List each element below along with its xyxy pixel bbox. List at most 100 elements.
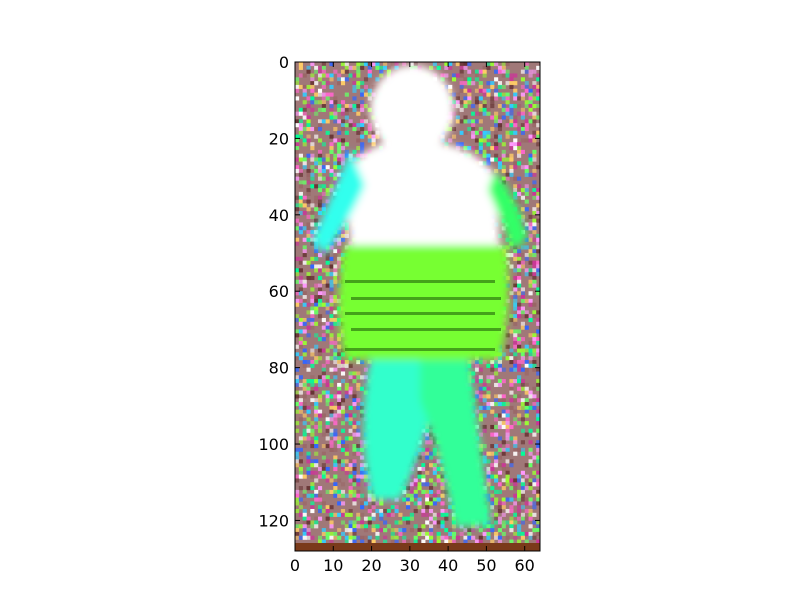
noise-pixel	[295, 356, 300, 361]
noise-pixel	[474, 390, 480, 395]
noise-pixel	[390, 528, 395, 533]
noise-pixel	[298, 447, 303, 452]
noise-pixel	[360, 501, 365, 506]
noise-pixel	[356, 65, 361, 70]
noise-pixel	[321, 69, 326, 74]
noise-pixel	[536, 245, 540, 250]
noise-pixel	[352, 88, 357, 93]
noise-pixel	[390, 539, 395, 544]
noise-pixel	[520, 111, 525, 116]
noise-pixel	[478, 84, 483, 90]
noise-pixel	[344, 493, 349, 498]
noise-pixel	[317, 172, 323, 177]
noise-pixel	[505, 413, 510, 418]
noise-pixel	[306, 207, 311, 212]
noise-pixel	[310, 81, 315, 86]
noise-pixel	[532, 398, 537, 403]
noise-pixel	[337, 172, 342, 177]
noise-pixel	[471, 111, 476, 116]
noise-pixel	[306, 428, 311, 433]
noise-pixel	[310, 157, 315, 162]
x-tick-label: 30	[400, 556, 420, 575]
noise-pixel	[317, 176, 323, 181]
noise-pixel	[520, 188, 525, 193]
noise-pixel	[329, 428, 334, 433]
noise-pixel	[321, 100, 326, 105]
noise-pixel	[486, 459, 491, 464]
noise-pixel	[314, 356, 319, 361]
noise-pixel	[314, 417, 319, 422]
noise-pixel	[524, 298, 529, 303]
noise-pixel	[314, 310, 319, 315]
noise-pixel	[528, 516, 533, 521]
noise-pixel	[329, 524, 334, 529]
noise-pixel	[505, 470, 510, 475]
noise-pixel	[474, 379, 480, 384]
noise-pixel	[340, 77, 346, 82]
noise-pixel	[505, 356, 510, 361]
noise-pixel	[302, 115, 307, 120]
noise-pixel	[463, 115, 468, 120]
noise-pixel	[360, 359, 365, 365]
noise-pixel	[340, 100, 346, 105]
noise-pixel	[536, 428, 540, 433]
noise-pixel	[344, 107, 349, 112]
noise-pixel	[482, 111, 487, 116]
noise-pixel	[329, 302, 334, 307]
noise-pixel	[310, 440, 315, 445]
noise-pixel	[317, 409, 323, 414]
noise-pixel	[509, 115, 514, 120]
noise-pixel	[528, 268, 533, 273]
noise-pixel	[317, 69, 323, 74]
noise-pixel	[340, 161, 346, 166]
noise-pixel	[409, 493, 414, 498]
noise-pixel	[494, 444, 499, 449]
noise-pixel	[329, 107, 334, 112]
noise-pixel	[310, 203, 315, 208]
noise-pixel	[501, 73, 506, 78]
noise-pixel	[528, 302, 533, 307]
noise-pixel	[532, 69, 537, 74]
noise-pixel	[494, 459, 499, 464]
noise-pixel	[474, 402, 480, 407]
noise-pixel	[501, 394, 506, 399]
noise-pixel	[474, 119, 480, 124]
noise-pixel	[371, 528, 376, 533]
noise-pixel	[417, 486, 422, 491]
noise-pixel	[310, 153, 315, 158]
noise-pixel	[520, 482, 525, 487]
noise-pixel	[513, 344, 518, 349]
noise-pixel	[513, 520, 518, 525]
noise-pixel	[340, 352, 346, 357]
noise-pixel	[524, 398, 529, 403]
noise-pixel	[295, 237, 300, 242]
noise-pixel	[497, 421, 503, 426]
noise-pixel	[295, 218, 300, 223]
noise-pixel	[325, 329, 330, 334]
noise-pixel	[295, 203, 300, 208]
noise-pixel	[482, 428, 487, 433]
noise-pixel	[298, 382, 303, 388]
noise-pixel	[310, 520, 315, 525]
noise-pixel	[494, 451, 499, 456]
noise-pixel	[517, 524, 522, 529]
noise-pixel	[306, 455, 311, 460]
noise-pixel	[486, 363, 491, 368]
noise-pixel	[348, 493, 353, 498]
noise-pixel	[440, 493, 445, 498]
noise-pixel	[317, 314, 323, 319]
noise-pixel	[344, 417, 349, 422]
noise-pixel	[497, 398, 503, 403]
noise-pixel	[295, 77, 300, 82]
noise-pixel	[360, 463, 365, 468]
noise-pixel	[352, 379, 357, 384]
noise-pixel	[314, 436, 319, 441]
noise-pixel	[306, 115, 311, 120]
noise-pixel	[340, 466, 346, 472]
noise-pixel	[337, 402, 342, 407]
noise-pixel	[494, 119, 499, 124]
noise-pixel	[532, 482, 537, 487]
noise-pixel	[295, 390, 300, 395]
noise-pixel	[524, 65, 529, 70]
noise-pixel	[425, 451, 430, 456]
